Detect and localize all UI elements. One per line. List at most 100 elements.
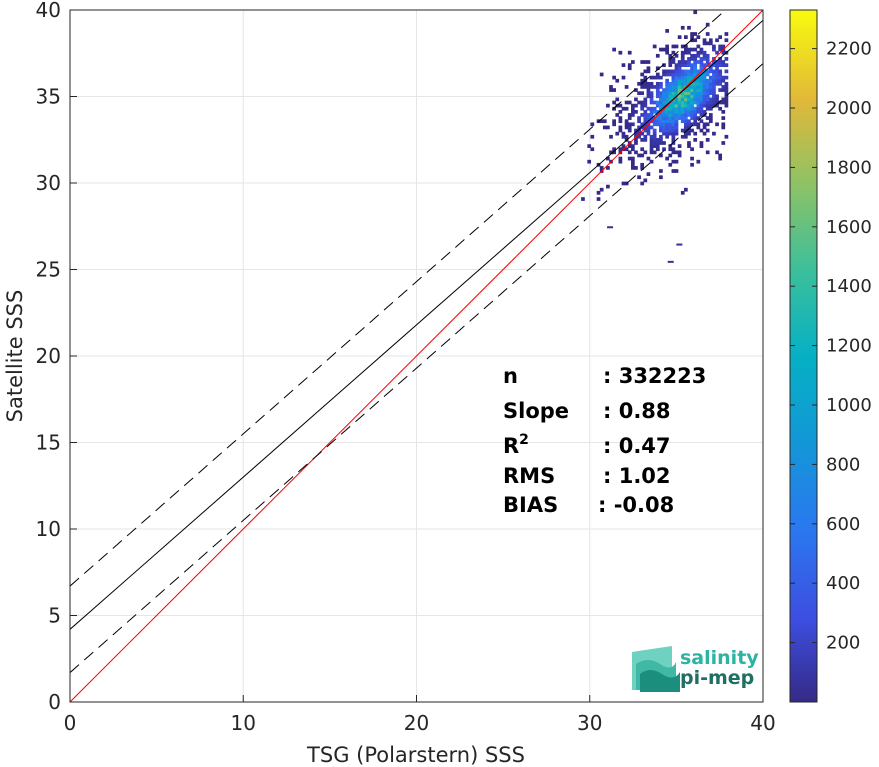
heatmap-cell [659, 169, 663, 173]
heatmap-cell [671, 60, 676, 64]
heatmap-cell [693, 113, 698, 117]
heatmap-cell [680, 78, 685, 83]
heatmap-cell [693, 131, 698, 136]
heatmap-cell [705, 53, 710, 58]
heatmap-cell [640, 85, 645, 89]
heatmap-cell [646, 85, 651, 89]
heatmap-cell [659, 47, 663, 52]
heatmap-cell [649, 106, 654, 111]
heatmap-cell [630, 113, 635, 117]
heatmap-cell [693, 138, 698, 142]
heatmap-cell [590, 147, 595, 152]
heatmap-cell [627, 116, 632, 120]
heatmap-cell [627, 125, 632, 130]
heatmap-cell [646, 66, 651, 71]
heatmap-cell [652, 144, 657, 148]
heatmap-cell [662, 69, 666, 74]
heatmap-cell [680, 53, 685, 58]
heatmap-cell [715, 150, 719, 155]
heatmap-cell [683, 125, 688, 130]
heatmap-cell [640, 72, 645, 77]
heatmap-cell [587, 159, 592, 164]
heatmap-cell [612, 122, 616, 127]
x-axis-label: TSG (Polarstern) SSS [306, 743, 525, 767]
salinity-pi-mep-logo: salinity pi-mep [632, 646, 759, 692]
heatmap-cell [612, 47, 616, 52]
heatmap-cell [702, 103, 707, 108]
heatmap-cell [674, 78, 679, 83]
heatmap-cell [671, 57, 676, 61]
heatmap-cell [687, 85, 691, 89]
heatmap-cell [668, 81, 673, 86]
heatmap-cell [655, 100, 660, 105]
heatmap-cell [618, 147, 623, 152]
heatmap-cell [630, 60, 635, 64]
heatmap-cell [696, 159, 701, 164]
heatmap-cell [655, 119, 660, 124]
heatmap-cell [621, 75, 626, 80]
heatmap-cell [646, 69, 651, 74]
heatmap-cell [705, 60, 710, 64]
heatmap-cell [721, 88, 726, 92]
heatmap-cell [659, 125, 663, 130]
heatmap-cell [668, 122, 673, 127]
lower-bound-line [70, 63, 763, 673]
heatmap-cell [662, 141, 666, 145]
heatmap-cell [677, 66, 682, 71]
heatmap-cell [609, 85, 613, 89]
heatmap-cell [687, 109, 691, 114]
heatmap-cell [718, 44, 723, 49]
heatmap-cell [677, 106, 682, 111]
heatmap-cell [671, 122, 676, 127]
heatmap-cell [683, 81, 688, 86]
heatmap-cell [668, 109, 673, 114]
logo-line2: pi-mep [680, 667, 754, 689]
heatmap-cell [705, 22, 710, 27]
heatmap-cell [674, 69, 679, 74]
heatmap-cell [712, 72, 716, 77]
heatmap-cell [677, 69, 682, 74]
heatmap-cell [680, 109, 685, 114]
heatmap-cell [718, 106, 723, 111]
heatmap-cell [668, 162, 673, 167]
heatmap-cell [715, 100, 719, 105]
heatmap-cell [649, 97, 654, 102]
heatmap-cell [696, 122, 701, 127]
heatmap-cell [655, 138, 660, 142]
heatmap-cell [618, 128, 623, 133]
heatmap-cell [724, 69, 729, 74]
heatmap-cell [643, 119, 648, 124]
heatmap-cell [708, 97, 713, 102]
heatmap-cell [630, 109, 635, 114]
heatmap-cell [659, 100, 663, 105]
heatmap-cell [624, 106, 629, 111]
heatmap-cell [702, 100, 707, 105]
heatmap-cell [696, 125, 701, 130]
heatmap-cell [624, 147, 629, 152]
heatmap-cell [640, 78, 645, 83]
heatmap-cell [646, 172, 651, 176]
heatmap-cell [668, 128, 673, 133]
heatmap-cell [662, 122, 666, 127]
heatmap-cell [674, 66, 679, 71]
heatmap-cell [674, 159, 679, 164]
heatmap-cell [687, 88, 691, 92]
heatmap-cell [696, 88, 701, 92]
heatmap-cell [702, 88, 707, 92]
heatmap-cell [606, 166, 610, 170]
regression-line [70, 20, 763, 630]
heatmap-cell [665, 100, 670, 105]
heatmap-cell [687, 94, 691, 99]
stat-label: n [503, 364, 518, 388]
heatmap-cell [637, 153, 641, 158]
heatmap-cell [671, 103, 676, 108]
heatmap-cell [693, 81, 698, 86]
heatmap-cell [665, 29, 670, 33]
heatmap-cell [618, 50, 623, 55]
heatmap-cell [680, 44, 685, 49]
heatmap-cell [665, 44, 670, 49]
heatmap-cell [699, 75, 704, 80]
heatmap-cell [643, 100, 648, 105]
heatmap-cell [699, 50, 704, 55]
heatmap-cell [702, 94, 707, 99]
